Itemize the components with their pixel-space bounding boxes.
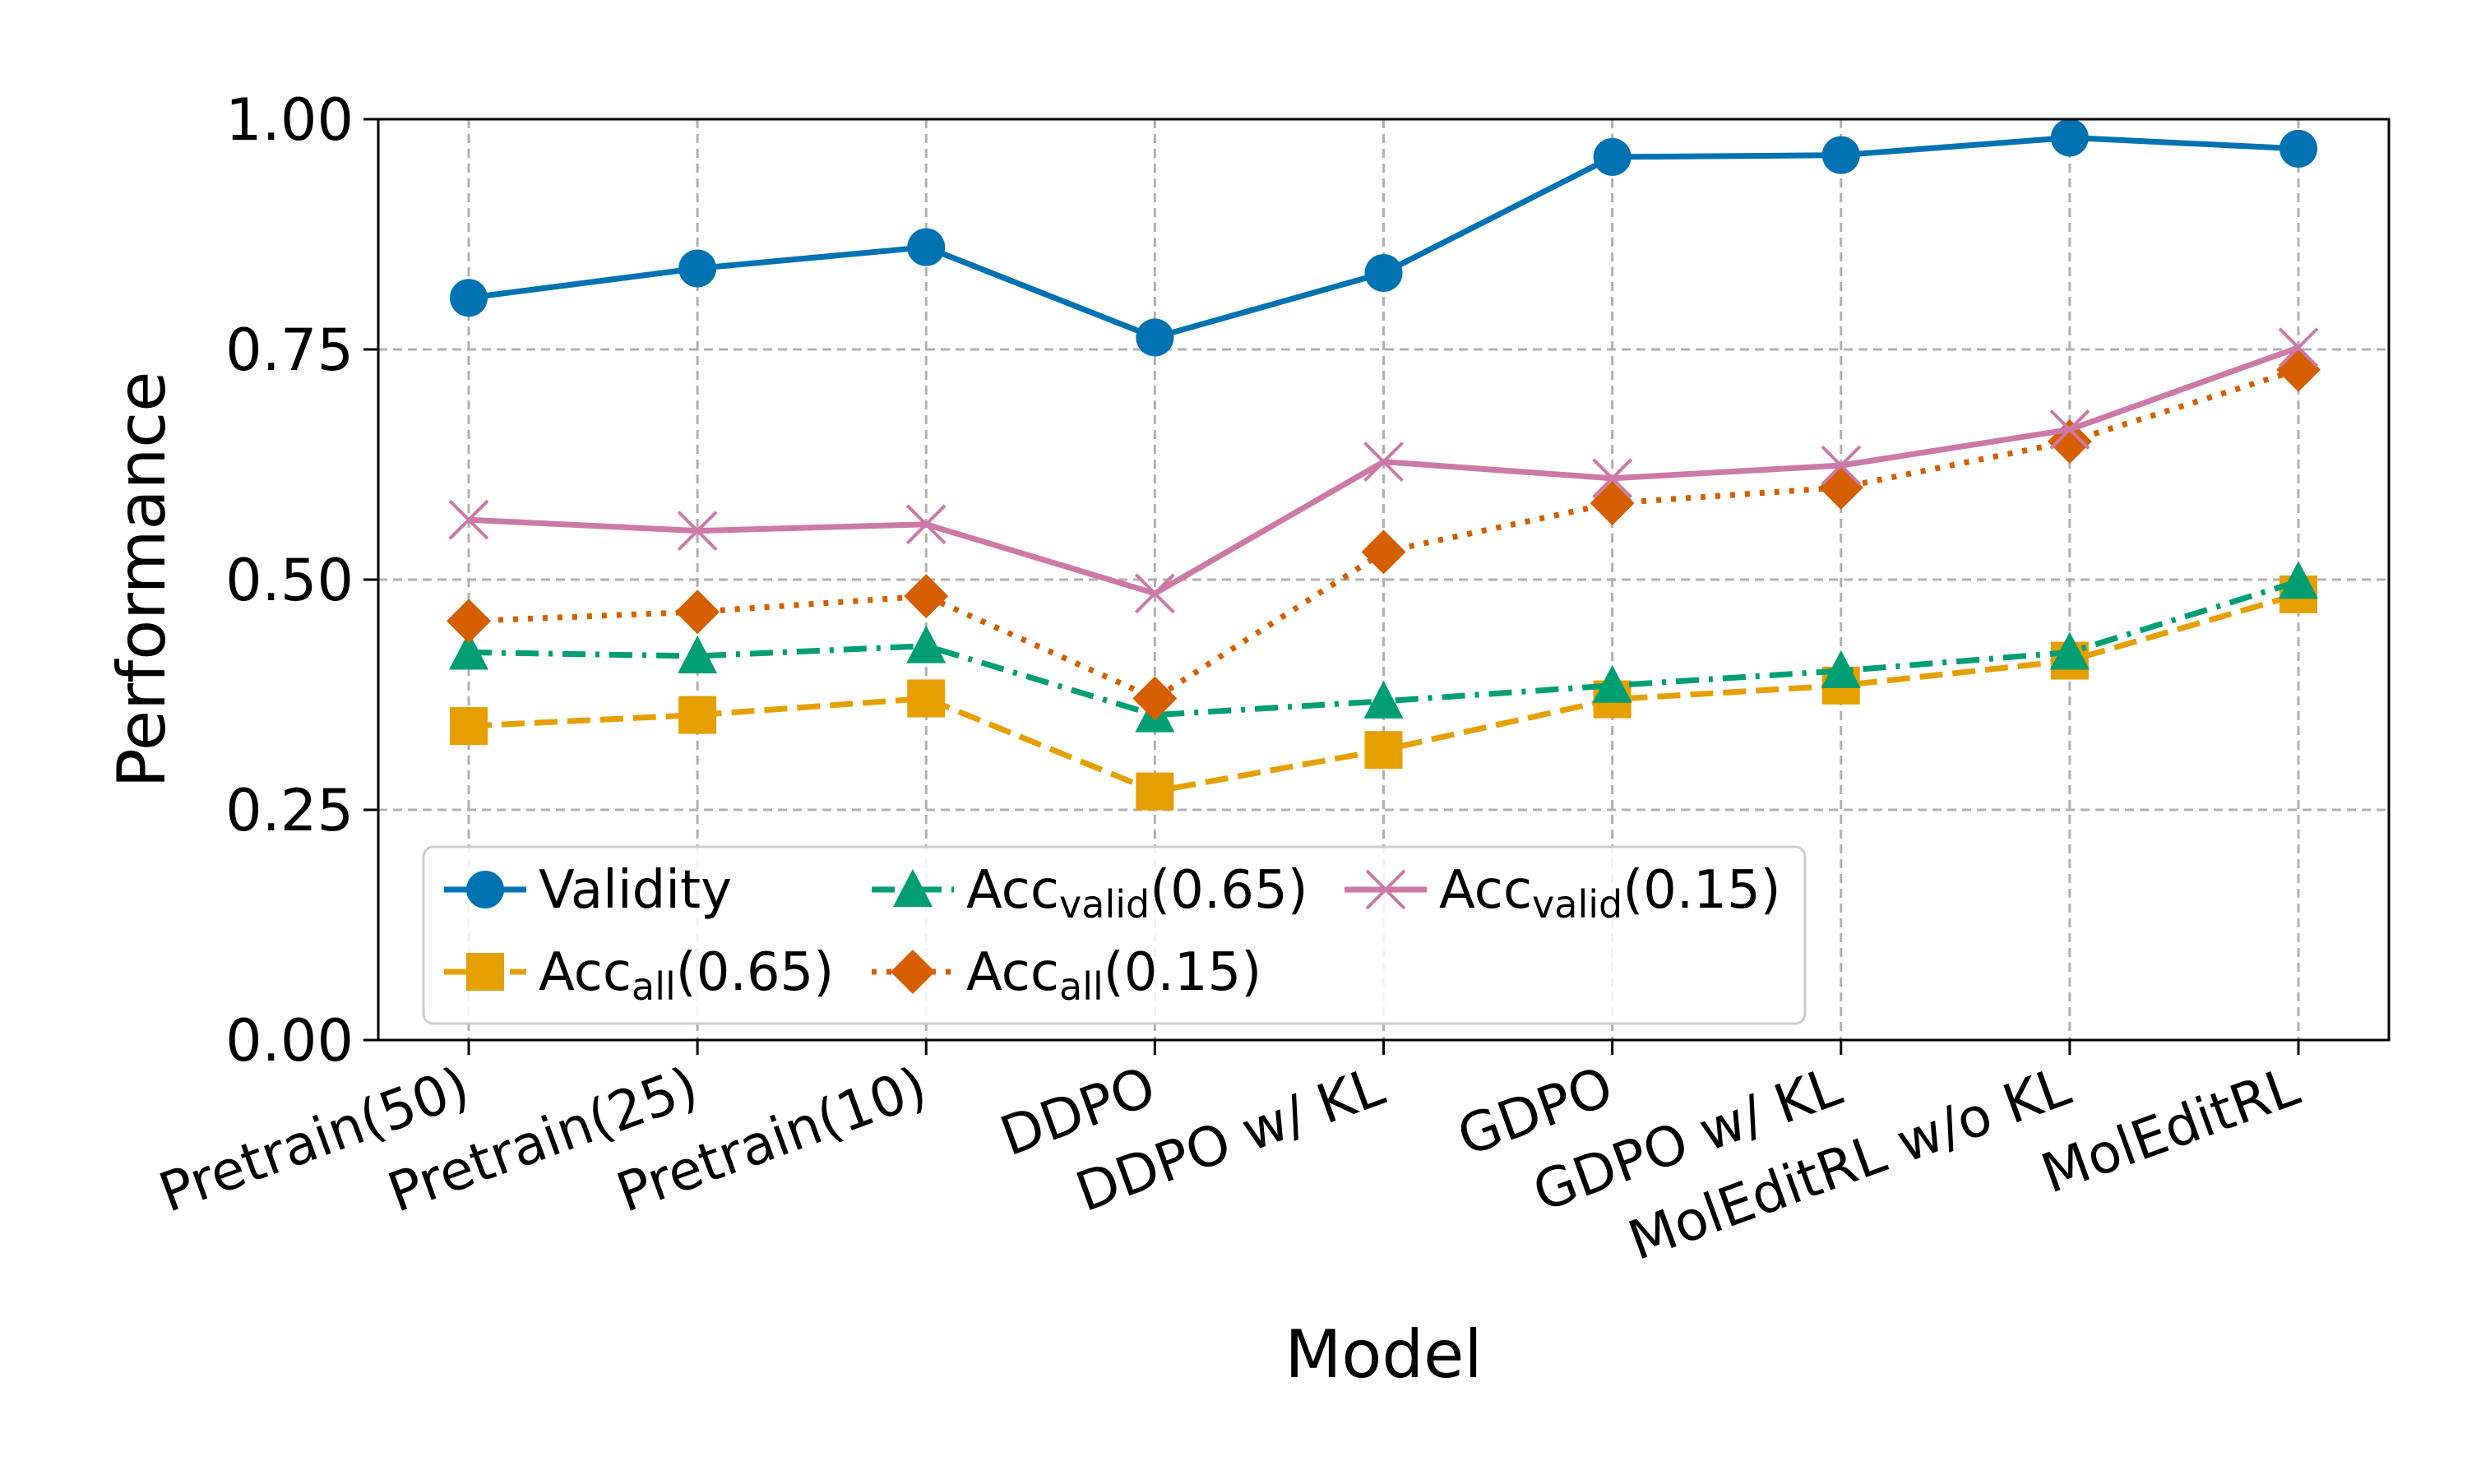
data-point — [449, 631, 488, 670]
data-point — [1132, 676, 1178, 721]
data-point — [1134, 573, 1175, 614]
data-point — [2049, 631, 2090, 670]
y-axis-title: Performance — [104, 372, 180, 788]
data-point — [677, 511, 718, 552]
data-point — [1136, 772, 1174, 811]
legend-entry: Validity — [444, 860, 732, 921]
data-point — [2280, 129, 2317, 168]
legend-label: Accvalid(0.15) — [1439, 860, 1781, 927]
data-point — [2279, 561, 2318, 599]
data-point — [906, 625, 947, 663]
data-point — [1361, 529, 1406, 575]
data-point — [1590, 481, 1635, 526]
data-point — [1592, 664, 1632, 703]
data-point — [1136, 318, 1174, 357]
axis-layer: 0.000.250.500.751.00Pretrain(50)Pretrain… — [151, 86, 2307, 1273]
y-tick-label: 0.00 — [225, 1007, 354, 1075]
data-point — [448, 499, 489, 540]
data-point — [907, 228, 946, 266]
data-point — [1821, 445, 1862, 486]
data-point — [904, 574, 949, 619]
legend-entry: Accall(0.65) — [444, 942, 834, 1009]
data-point — [1818, 465, 1863, 510]
data-point — [2049, 409, 2090, 450]
legend-marker — [1365, 869, 1406, 910]
legend-marker — [466, 871, 504, 908]
series-4 — [448, 327, 2319, 614]
legend-label: Validity — [539, 860, 732, 921]
data-point — [905, 504, 947, 545]
legend-label: Accall(0.15) — [966, 942, 1261, 1009]
y-tick-label: 0.25 — [225, 777, 354, 844]
legend-entry: Accvalid(0.15) — [1345, 860, 1781, 927]
legend-box — [422, 845, 1807, 1025]
data-point — [447, 599, 491, 644]
y-tick-label: 1.00 — [225, 86, 354, 154]
data-point — [678, 635, 718, 673]
data-point — [678, 696, 717, 734]
legend-entry: Accall(0.15) — [872, 942, 1261, 1009]
legend-marker — [891, 950, 935, 994]
series-2 — [449, 561, 2318, 733]
legend-marker — [466, 953, 504, 991]
y-tick-label: 0.50 — [225, 547, 354, 614]
data-point — [907, 679, 946, 718]
data-point — [1363, 680, 1404, 719]
data-point — [678, 249, 717, 288]
data-point — [450, 279, 488, 317]
legend-label: Accall(0.65) — [539, 942, 834, 1009]
legend-marker — [893, 869, 933, 907]
data-point — [1364, 254, 1403, 293]
data-point — [1364, 731, 1403, 770]
data-point — [1821, 650, 1861, 688]
legend-entry: Accvalid(0.65) — [872, 860, 1308, 927]
legend-label: Accvalid(0.65) — [966, 860, 1308, 927]
y-tick-label: 0.75 — [225, 317, 354, 384]
x-tick-label: MolEditRL — [2034, 1055, 2307, 1206]
data-point — [675, 589, 720, 635]
data-point — [2278, 327, 2319, 368]
data-point — [1821, 136, 1860, 174]
data-point — [2050, 118, 2089, 157]
data-point — [450, 707, 488, 746]
series-layer — [447, 118, 2321, 811]
x-axis-title: Model — [1284, 1316, 1482, 1393]
legend: Validity Accall(0.65) Accvalid(0.65) Accall… — [422, 845, 1807, 1025]
series-0 — [450, 118, 2317, 357]
data-point — [1363, 442, 1404, 483]
data-point — [1593, 137, 1632, 176]
data-point — [1592, 458, 1633, 499]
